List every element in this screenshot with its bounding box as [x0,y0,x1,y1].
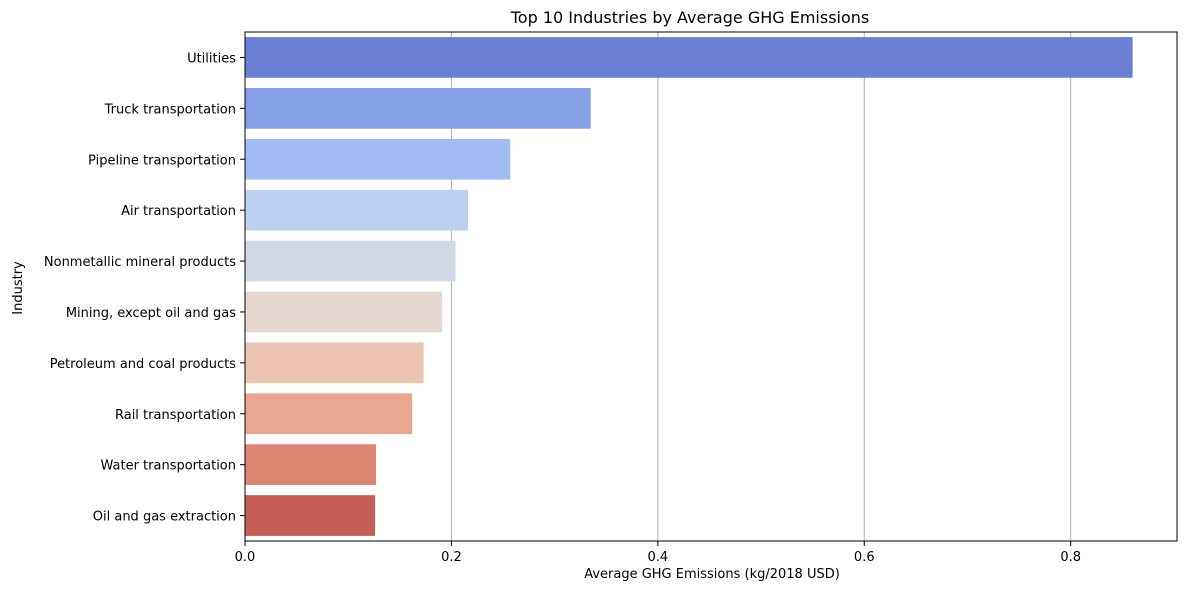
y-tick-label: Oil and gas extraction [93,510,236,525]
y-tick-label: Pipeline transportation [88,153,236,168]
bar [245,291,443,333]
chart-title: Top 10 Industries by Average GHG Emissio… [510,8,870,27]
bars [245,37,1133,536]
y-tick-label: Rail transportation [115,408,236,423]
axes [240,31,1178,546]
y-tick-label: Water transportation [101,459,237,474]
tick-labels: 0.0 0.2 0.4 0.6 0.8 Utilities Truck transporta… [44,51,1081,565]
x-tick-label: 0.2 [441,550,462,565]
x-tick-label: 0.4 [648,550,669,565]
bar [245,189,468,231]
y-tick-label: Petroleum and coal products [50,357,237,372]
bar [245,495,376,536]
bar [245,240,456,282]
y-tick-label: Air transportation [121,204,236,219]
y-tick-label: Nonmetallic mineral products [44,255,236,270]
gridlines [450,32,1072,541]
y-tick-label: Truck transportation [104,102,236,117]
bar [245,138,511,180]
x-tick-label: 0.6 [854,550,875,565]
bar [245,37,1133,78]
y-tick-label: Utilities [187,51,236,66]
bar [245,393,413,435]
plot-frame [244,31,1178,542]
bar [245,87,591,129]
x-tick-label: 0.0 [235,550,256,565]
bar [245,342,424,384]
y-tick-label: Mining, except oil and gas [66,306,236,321]
x-axis-title: Average GHG Emissions (kg/2018 USD) [584,567,840,582]
bar [245,444,377,486]
y-axis-title: Industry [11,261,26,315]
x-tick-label: 0.8 [1060,550,1081,565]
